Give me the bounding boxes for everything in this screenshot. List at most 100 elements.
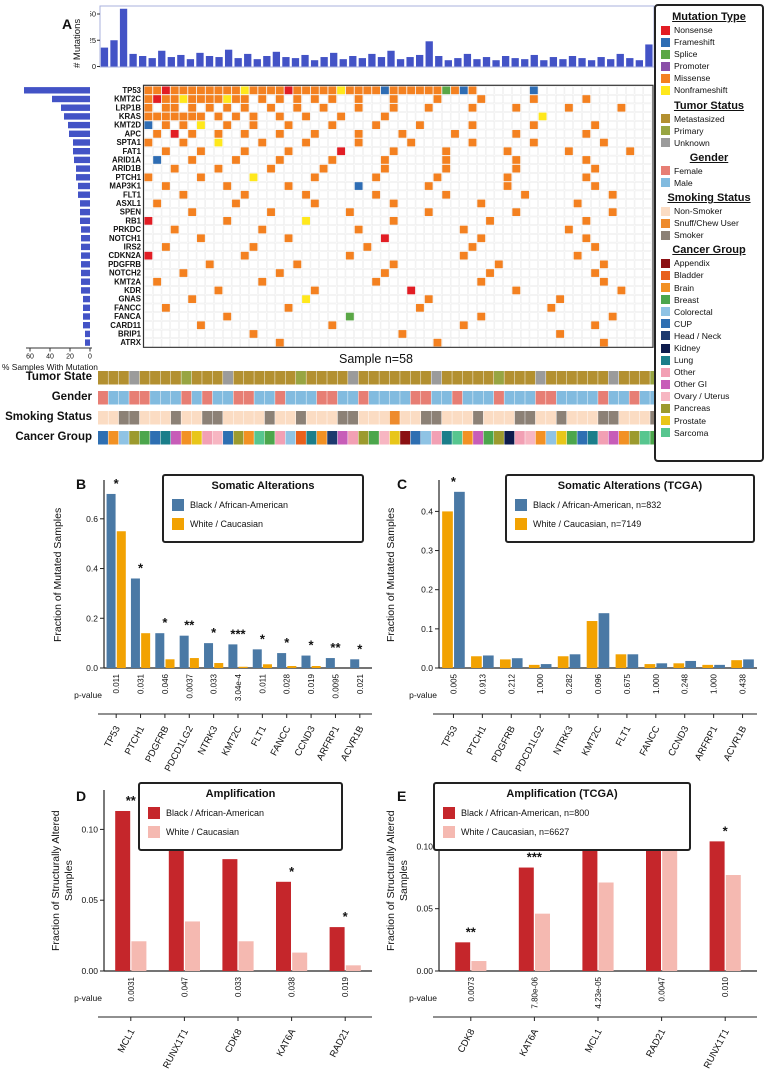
track-cell bbox=[525, 411, 536, 425]
track-cell bbox=[139, 391, 150, 405]
legend-swatch bbox=[661, 283, 670, 293]
sample-mutation-bar bbox=[482, 57, 491, 67]
legend-item-label: Promoter bbox=[674, 61, 710, 72]
legend-section-title: Gender bbox=[689, 151, 729, 164]
legend-item: Kidney bbox=[661, 342, 757, 354]
legend-item: Lung bbox=[661, 354, 757, 366]
gene-tick-label: RUNX1T1 bbox=[161, 1027, 191, 1070]
significance-stars: ** bbox=[126, 793, 137, 808]
track-cell bbox=[514, 431, 525, 445]
sample-mutation-bar bbox=[177, 54, 185, 67]
significance-stars: * bbox=[211, 625, 217, 640]
mutation-cell bbox=[389, 199, 398, 208]
mutation-cell bbox=[582, 217, 591, 225]
mutation-cell bbox=[389, 103, 398, 112]
mutation-cell bbox=[337, 112, 346, 121]
track-cell bbox=[181, 431, 192, 445]
p-value: 0.0037 bbox=[185, 673, 194, 698]
mutation-cell bbox=[459, 225, 468, 234]
track-cell bbox=[556, 391, 567, 405]
sample-mutation-bar bbox=[139, 56, 147, 67]
track-cell bbox=[493, 411, 504, 425]
track-cell bbox=[337, 371, 348, 385]
track-cell bbox=[514, 411, 525, 425]
track-cell bbox=[295, 391, 306, 405]
track-cell bbox=[202, 411, 213, 425]
legend-swatch bbox=[661, 86, 670, 96]
mutation-cell bbox=[363, 86, 372, 95]
track-cell bbox=[504, 371, 515, 385]
mutation-cell bbox=[608, 312, 617, 321]
track-cell bbox=[368, 431, 379, 445]
p-value-row-label: p-value bbox=[409, 690, 437, 700]
legend-item: Female bbox=[661, 165, 757, 177]
track-cell bbox=[233, 431, 244, 445]
mutation-cell bbox=[179, 138, 188, 147]
gene-label: NOTCH2 bbox=[109, 269, 142, 278]
legend-entry: White / Caucasian bbox=[148, 826, 333, 838]
bar bbox=[685, 660, 697, 668]
sample-mutation-bar bbox=[158, 50, 166, 67]
mutation-cell bbox=[416, 121, 424, 129]
track-cell bbox=[327, 371, 338, 385]
mutation-cell bbox=[275, 95, 284, 103]
bar bbox=[277, 653, 287, 668]
significance-stars: * bbox=[260, 631, 266, 646]
track-cell bbox=[295, 431, 306, 445]
mutation-cell bbox=[442, 86, 451, 95]
gene-label: ARID1B bbox=[112, 164, 141, 173]
svg-text:0: 0 bbox=[88, 354, 92, 361]
track-cell bbox=[441, 431, 452, 445]
track-cell bbox=[546, 411, 557, 425]
mutation-cell bbox=[161, 147, 170, 156]
oncoprint-matrix: TP53KMT2CLRP1BKRASKMT2DAPCSPTA1FAT1ARID1… bbox=[108, 84, 654, 348]
p-value: 0.248 bbox=[681, 673, 690, 694]
svg-text:25: 25 bbox=[90, 36, 96, 45]
sample-mutation-bar bbox=[454, 58, 462, 67]
gene-label: CDKN2A bbox=[109, 251, 142, 260]
mutation-cell bbox=[337, 86, 346, 95]
bar bbox=[276, 881, 291, 971]
svg-text:0.05: 0.05 bbox=[81, 895, 98, 905]
bar bbox=[656, 663, 668, 668]
track-cell bbox=[639, 431, 650, 445]
legend-section: Smoking Status Non-Smoker Snuff/Chew User S… bbox=[661, 192, 757, 241]
sample-mutation-bar bbox=[607, 59, 615, 67]
legend-item-label: Other GI bbox=[674, 379, 707, 390]
gene-label: ASXL1 bbox=[116, 199, 142, 208]
svg-text:0.4: 0.4 bbox=[86, 564, 98, 574]
sample-mutation-bar bbox=[224, 49, 233, 67]
mutation-cell bbox=[170, 95, 179, 103]
panel-b-letter: B bbox=[76, 476, 87, 492]
gene-pct-bar bbox=[74, 156, 90, 164]
gene-tick-label: ACVR1B bbox=[339, 724, 367, 763]
sample-mutation-bar bbox=[406, 57, 414, 67]
sample-mutation-bar bbox=[511, 58, 519, 67]
track-cell bbox=[514, 391, 525, 405]
mutation-cell bbox=[214, 112, 223, 121]
track-cell bbox=[379, 371, 390, 385]
bar bbox=[189, 658, 199, 668]
track-cell bbox=[535, 391, 546, 405]
track-cell bbox=[410, 411, 421, 425]
sample-mutation-bar bbox=[377, 57, 386, 67]
gene-tick-label: CDK8 bbox=[223, 1027, 245, 1055]
gene-pct-bar bbox=[81, 269, 90, 277]
mutation-cell bbox=[302, 217, 310, 225]
gene-label: IRS2 bbox=[124, 243, 142, 252]
sample-mutation-bar bbox=[396, 59, 405, 67]
track-cell bbox=[181, 411, 192, 425]
track-cell bbox=[223, 431, 233, 445]
mutation-cell bbox=[223, 86, 232, 95]
legend-swatch bbox=[661, 343, 670, 353]
bar bbox=[471, 656, 482, 668]
mutation-cell bbox=[503, 173, 512, 182]
sample-mutation-bar bbox=[320, 57, 328, 67]
track-cell bbox=[264, 371, 275, 385]
mutation-cell bbox=[380, 112, 389, 121]
track-cell bbox=[379, 391, 390, 405]
track-cell bbox=[598, 391, 609, 405]
bar bbox=[454, 491, 465, 668]
sample-mutation-bar bbox=[330, 52, 338, 67]
mutation-cell bbox=[267, 86, 275, 95]
